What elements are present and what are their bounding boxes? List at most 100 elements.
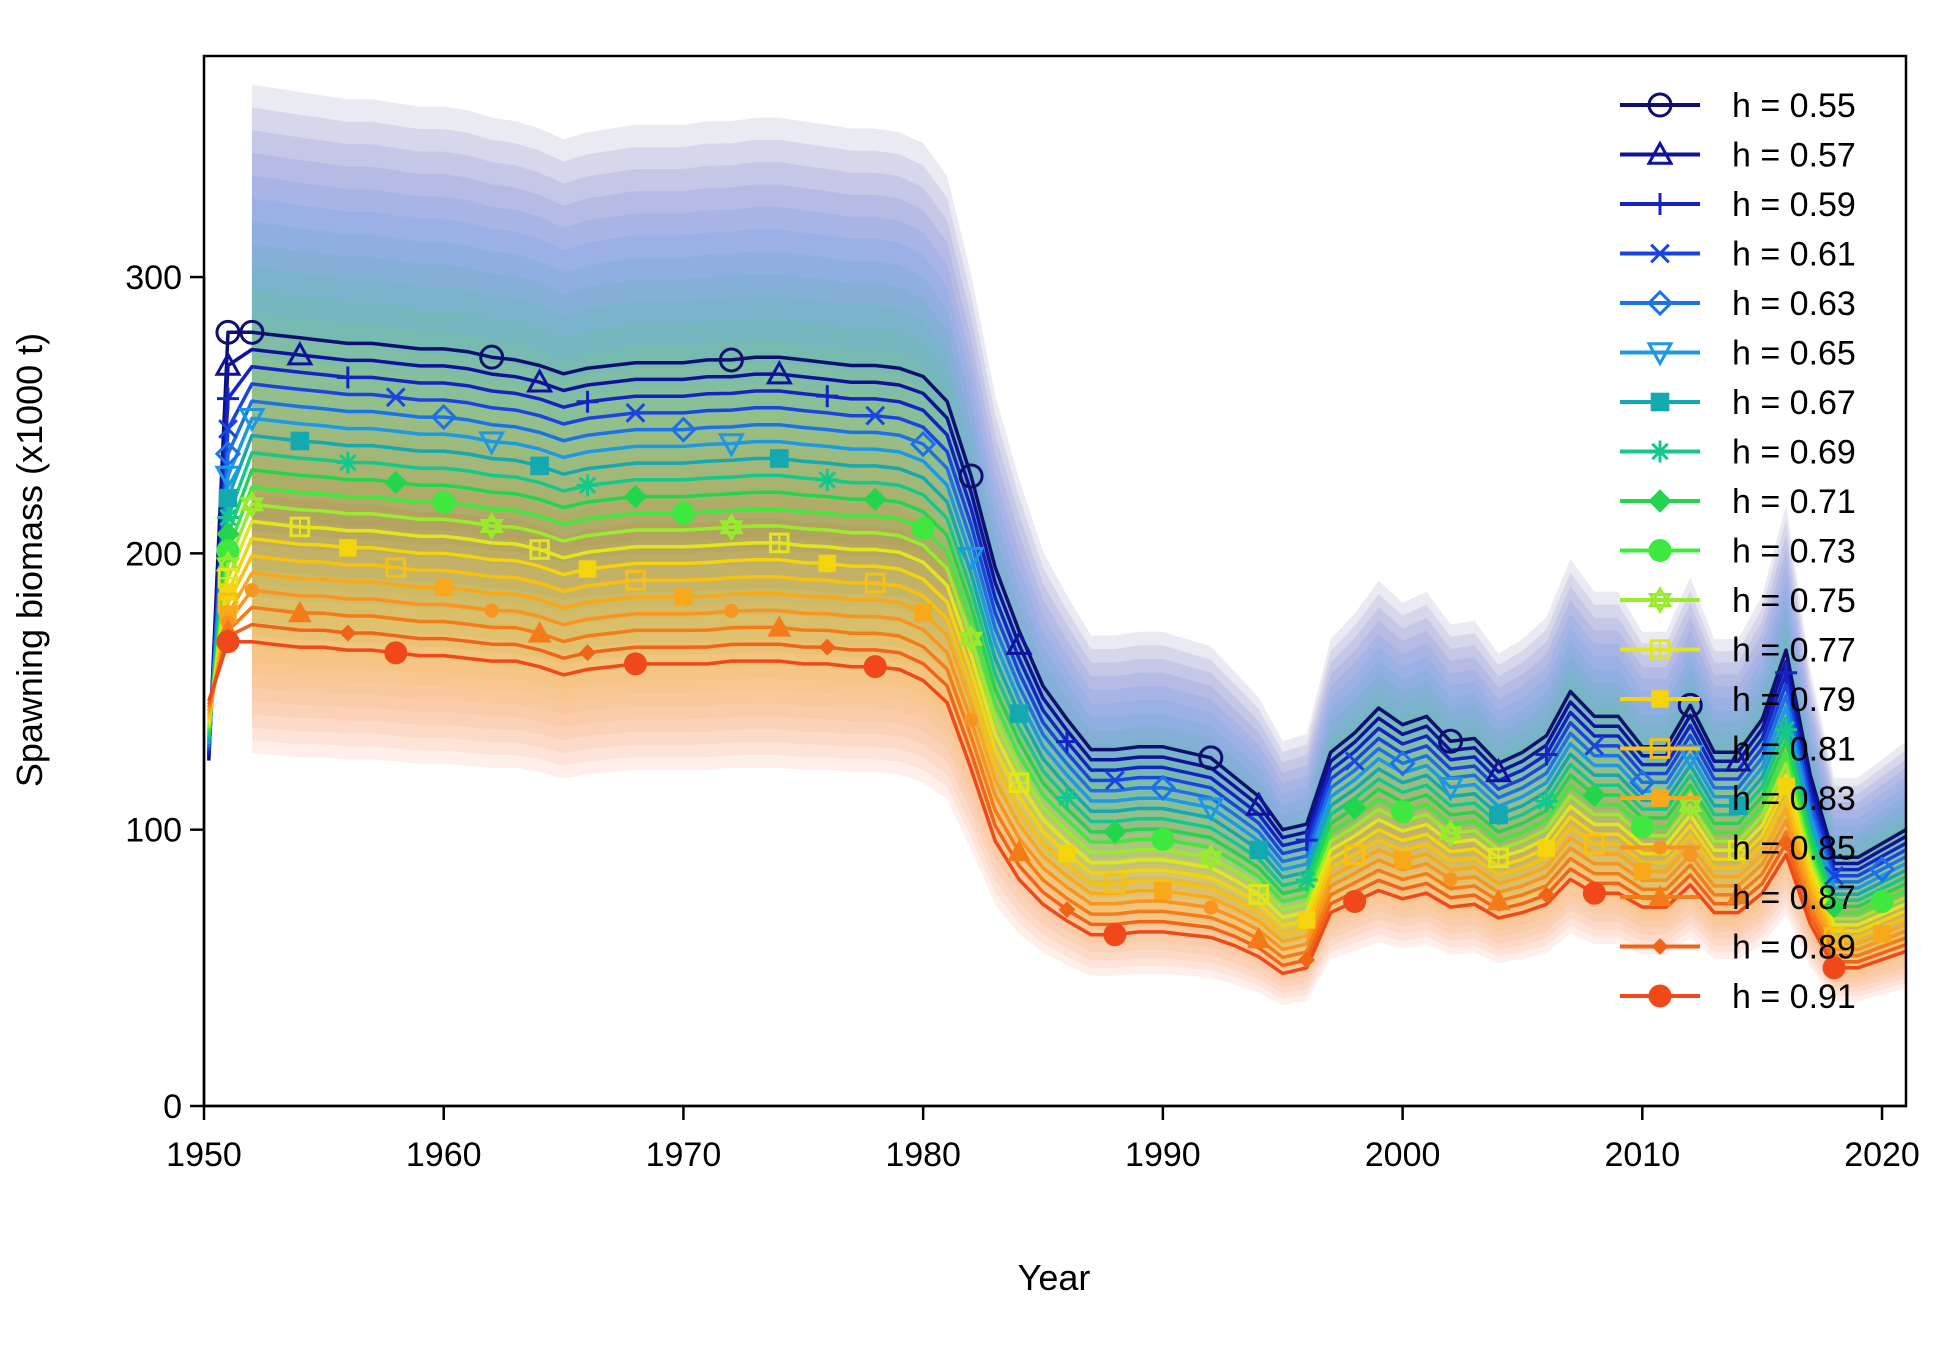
point-h = 0.55 xyxy=(958,463,984,489)
legend-label: h = 0.67 xyxy=(1732,384,1856,422)
point-h = 0.87 xyxy=(527,621,552,643)
series-line-h = 0.55 xyxy=(207,330,1906,860)
point-h = 0.85 xyxy=(1203,900,1218,915)
y-tick-label: 0 xyxy=(163,1088,182,1126)
point-h = 0.77 xyxy=(1248,884,1270,905)
y-axis-title: Spawning biomass (x1000 t) xyxy=(9,333,50,787)
point-h = 0.55 xyxy=(479,344,505,370)
point-h = 0.87 xyxy=(288,600,312,623)
band-h = 0.87 xyxy=(251,447,1906,994)
point-h = 0.65 xyxy=(957,547,985,572)
point-h = 0.55 xyxy=(1198,745,1224,771)
point-h = 0.91 xyxy=(1343,890,1367,914)
legend-item: h = 0.57 xyxy=(1620,137,1856,175)
point-h = 0.63 xyxy=(670,416,697,443)
point-h = 0.85 xyxy=(1683,847,1698,863)
point-h = 0.57 xyxy=(1005,630,1033,655)
point-h = 0.73 xyxy=(1391,800,1415,824)
point-h = 0.79 xyxy=(578,560,597,578)
point-h = 0.61 xyxy=(1105,770,1125,791)
x-tick-label: 1950 xyxy=(166,1136,242,1174)
point-h = 0.89 xyxy=(339,624,357,642)
point-h = 0.83 xyxy=(434,578,453,597)
point-h = 0.55 xyxy=(1438,728,1464,754)
legend-item: h = 0.87 xyxy=(1620,879,1856,917)
point-h = 0.79 xyxy=(339,539,357,557)
legend-marker xyxy=(1649,440,1671,463)
legend-item: h = 0.79 xyxy=(1620,681,1856,719)
point-h = 0.69 xyxy=(1295,869,1318,892)
point-h = 0.81 xyxy=(625,569,646,591)
point-h = 0.55 xyxy=(1677,692,1703,718)
point-h = 0.57 xyxy=(1724,747,1752,772)
legend-marker xyxy=(1651,789,1669,807)
legend-item: h = 0.85 xyxy=(1620,830,1856,868)
series-line-h = 0.87 xyxy=(207,605,1906,960)
point-h = 0.89 xyxy=(1298,951,1316,969)
legend-item: h = 0.91 xyxy=(1620,978,1856,1016)
point-h = 0.81 xyxy=(864,572,886,594)
start-point-h = 0.61 xyxy=(218,419,238,439)
legend-item: h = 0.59 xyxy=(1620,186,1856,224)
x-tick-label: 1990 xyxy=(1125,1136,1201,1174)
point-h = 0.89 xyxy=(1777,834,1795,852)
x-tick-label: 1980 xyxy=(885,1136,961,1174)
legend-item: h = 0.55 xyxy=(1620,87,1856,125)
point-h = 0.65 xyxy=(478,431,506,456)
legend-marker xyxy=(1650,243,1670,264)
start-point-h = 0.79 xyxy=(219,583,237,601)
legend-label: h = 0.69 xyxy=(1732,434,1856,472)
point-h = 0.77 xyxy=(1488,847,1509,869)
series-line-h = 0.65 xyxy=(207,416,1906,890)
point-h = 0.77 xyxy=(769,532,790,554)
legend-label: h = 0.87 xyxy=(1732,879,1856,917)
point-h = 0.57 xyxy=(1484,757,1513,783)
point-h = 0.69 xyxy=(1535,790,1558,813)
start-point-h = 0.59 xyxy=(216,387,239,410)
x-axis-title: Year xyxy=(1018,1257,1091,1298)
point-h = 0.57 xyxy=(1245,791,1273,816)
start-point-h = 0.67 xyxy=(218,488,238,508)
point-h = 0.91 xyxy=(1822,956,1846,980)
band-h = 0.55 xyxy=(251,84,1906,917)
legend-label: h = 0.65 xyxy=(1732,335,1856,373)
legend-label: h = 0.89 xyxy=(1732,929,1856,967)
point-h = 0.71 xyxy=(1103,820,1127,844)
point-h = 0.85 xyxy=(244,583,260,598)
point-h = 0.81 xyxy=(1823,926,1845,948)
x-tick-label: 2000 xyxy=(1365,1136,1441,1174)
start-point-h = 0.91 xyxy=(216,630,240,654)
point-h = 0.77 xyxy=(1008,772,1030,794)
point-h = 0.89 xyxy=(579,644,596,662)
point-h = 0.89 xyxy=(1058,901,1076,919)
legend-label: h = 0.85 xyxy=(1732,830,1856,868)
legend-item: h = 0.71 xyxy=(1620,483,1856,521)
series-line-h = 0.77 xyxy=(207,519,1906,927)
legend-marker xyxy=(1648,884,1672,907)
point-h = 0.73 xyxy=(671,501,695,525)
x-tick-label: 1960 xyxy=(406,1136,482,1174)
series-line-h = 0.83 xyxy=(207,571,1906,946)
y-tick-label: 200 xyxy=(125,535,182,573)
point-h = 0.79 xyxy=(818,554,837,573)
point-h = 0.83 xyxy=(1154,882,1172,900)
point-h = 0.79 xyxy=(1297,911,1316,929)
legend-item: h = 0.83 xyxy=(1620,780,1856,818)
legend-label: h = 0.59 xyxy=(1732,186,1856,224)
point-h = 0.63 xyxy=(1389,750,1416,777)
point-h = 0.69 xyxy=(1775,718,1798,741)
band-h = 0.91 xyxy=(251,493,1906,1006)
point-h = 0.89 xyxy=(1538,886,1555,904)
point-h = 0.91 xyxy=(623,652,647,676)
point-h = 0.57 xyxy=(286,340,314,366)
legend-label: h = 0.61 xyxy=(1732,236,1856,274)
point-h = 0.73 xyxy=(1870,890,1894,914)
legend-marker xyxy=(1648,539,1672,562)
series-line-h = 0.79 xyxy=(207,536,1906,933)
point-h = 0.77 xyxy=(289,516,311,538)
point-h = 0.79 xyxy=(1537,839,1556,857)
legend-label: h = 0.73 xyxy=(1732,533,1856,571)
point-h = 0.61 xyxy=(865,405,886,426)
point-h = 0.61 xyxy=(1584,736,1605,756)
start-point-h = 0.69 xyxy=(216,506,239,529)
